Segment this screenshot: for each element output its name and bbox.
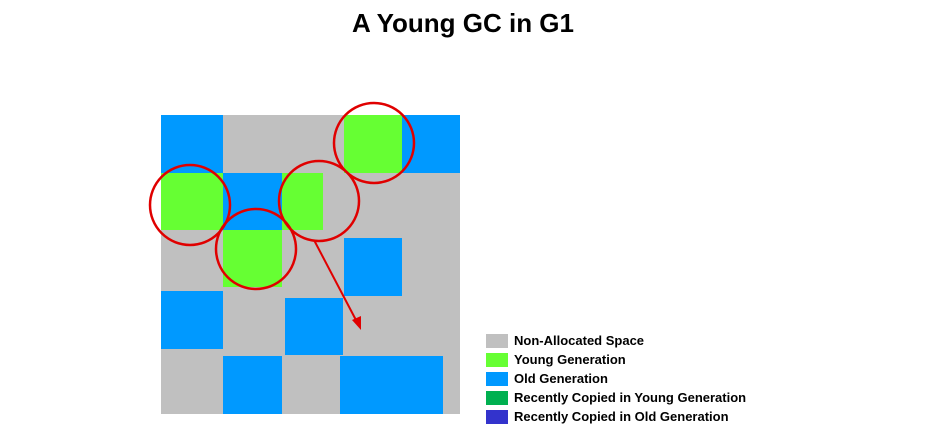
- legend-item-young: Young Generation: [486, 350, 786, 369]
- legend-swatch: [486, 352, 508, 367]
- old-region: [340, 356, 443, 414]
- legend-swatch: [486, 409, 508, 424]
- legend-item-non-allocated: Non-Allocated Space: [486, 331, 786, 350]
- title: A Young GC in G1: [352, 8, 574, 38]
- old-region: [161, 291, 223, 349]
- old-region: [402, 115, 460, 173]
- legend-item-recent-old: Recently Copied in Old Generation: [486, 407, 786, 426]
- legend-label: Recently Copied in Young Generation: [514, 390, 747, 405]
- legend-label: Old Generation: [514, 371, 608, 386]
- legend-swatch: [486, 371, 508, 386]
- legend-swatch: [486, 390, 508, 405]
- old-region: [344, 238, 402, 296]
- old-region: [161, 115, 223, 173]
- legend-swatch: [486, 333, 508, 348]
- legend-item-old: Old Generation: [486, 369, 786, 388]
- legend-label: Non-Allocated Space: [514, 333, 645, 348]
- legend: Non-Allocated Space Young Generation Old…: [486, 331, 786, 426]
- old-region: [223, 356, 282, 414]
- copy-arrow-head: [352, 316, 361, 330]
- highlight-circle: [332, 101, 416, 185]
- legend-label: Young Generation: [514, 352, 626, 367]
- highlight-circle: [277, 159, 361, 243]
- copy-arrow-line: [313, 239, 358, 323]
- old-region: [285, 298, 343, 355]
- young-region: [282, 173, 323, 230]
- highlight-circle: [148, 163, 232, 247]
- young-region: [161, 173, 223, 230]
- legend-item-recent-young: Recently Copied in Young Generation: [486, 388, 786, 407]
- legend-label: Recently Copied in Old Generation: [514, 409, 729, 424]
- young-region: [344, 115, 402, 173]
- old-region: [223, 173, 282, 230]
- young-region: [223, 230, 282, 287]
- highlight-circle: [214, 207, 298, 291]
